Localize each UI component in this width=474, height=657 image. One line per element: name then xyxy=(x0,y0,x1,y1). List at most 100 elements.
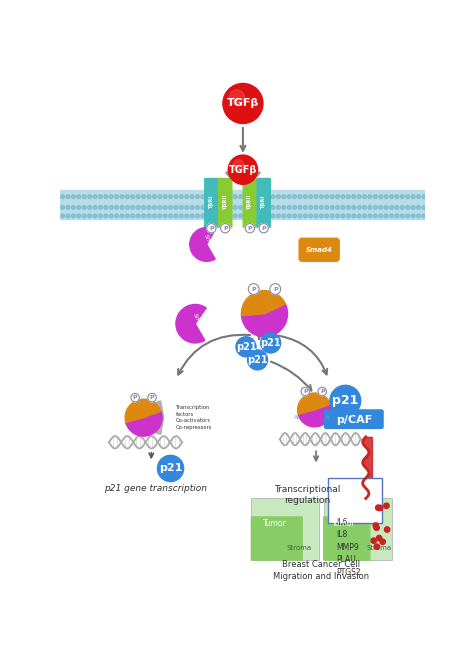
Circle shape xyxy=(93,194,97,198)
Circle shape xyxy=(82,194,86,198)
Circle shape xyxy=(206,194,210,198)
Circle shape xyxy=(115,194,118,198)
Circle shape xyxy=(298,214,302,218)
Circle shape xyxy=(325,206,329,210)
Circle shape xyxy=(109,214,113,218)
Circle shape xyxy=(384,214,388,218)
Circle shape xyxy=(104,194,108,198)
Circle shape xyxy=(255,206,259,210)
Text: Tumor: Tumor xyxy=(263,518,287,528)
Text: p21: p21 xyxy=(159,463,182,474)
Text: P: P xyxy=(303,389,308,394)
Circle shape xyxy=(206,206,210,210)
Text: IL6
IL8
MMP9
PLAU
PTGS2: IL6 IL8 MMP9 PLAU PTGS2 xyxy=(336,518,361,577)
Circle shape xyxy=(196,194,200,198)
Circle shape xyxy=(153,214,156,218)
Circle shape xyxy=(222,194,227,198)
Circle shape xyxy=(61,206,64,210)
Circle shape xyxy=(229,90,245,105)
Text: Smad3: Smad3 xyxy=(203,233,217,256)
Circle shape xyxy=(131,194,135,198)
FancyBboxPatch shape xyxy=(324,517,370,560)
Circle shape xyxy=(174,194,178,198)
Circle shape xyxy=(260,214,264,218)
Circle shape xyxy=(163,194,167,198)
Wedge shape xyxy=(298,393,330,415)
Wedge shape xyxy=(298,404,331,427)
Circle shape xyxy=(142,214,146,218)
Circle shape xyxy=(179,214,183,218)
Wedge shape xyxy=(125,399,161,422)
Circle shape xyxy=(346,194,350,198)
Circle shape xyxy=(265,206,270,210)
Text: P: P xyxy=(261,226,266,231)
Circle shape xyxy=(190,214,194,218)
Text: TβRII: TβRII xyxy=(223,195,228,210)
Wedge shape xyxy=(126,411,162,436)
Circle shape xyxy=(314,214,318,218)
Wedge shape xyxy=(176,304,206,343)
Circle shape xyxy=(245,223,255,233)
Circle shape xyxy=(374,525,379,530)
Circle shape xyxy=(417,206,420,210)
Circle shape xyxy=(77,194,81,198)
Circle shape xyxy=(131,394,139,402)
Circle shape xyxy=(185,214,189,218)
Circle shape xyxy=(217,206,221,210)
Circle shape xyxy=(157,455,183,482)
Circle shape xyxy=(298,194,302,198)
Circle shape xyxy=(341,214,345,218)
Circle shape xyxy=(303,206,307,210)
Circle shape xyxy=(88,206,91,210)
Circle shape xyxy=(72,214,75,218)
Circle shape xyxy=(120,214,124,218)
Text: P: P xyxy=(133,395,137,400)
Circle shape xyxy=(292,194,296,198)
Text: Smad3: Smad3 xyxy=(192,313,206,334)
Circle shape xyxy=(352,214,356,218)
Circle shape xyxy=(401,194,404,198)
Circle shape xyxy=(259,223,268,233)
Circle shape xyxy=(309,214,313,218)
Circle shape xyxy=(384,206,388,210)
Circle shape xyxy=(179,206,183,210)
Circle shape xyxy=(206,214,210,218)
Circle shape xyxy=(115,206,118,210)
Circle shape xyxy=(148,394,156,402)
Circle shape xyxy=(212,206,216,210)
Circle shape xyxy=(99,206,102,210)
Circle shape xyxy=(158,206,162,210)
Circle shape xyxy=(190,194,194,198)
Circle shape xyxy=(120,206,124,210)
Circle shape xyxy=(201,214,205,218)
Circle shape xyxy=(318,387,327,396)
Circle shape xyxy=(319,214,323,218)
Circle shape xyxy=(346,206,350,210)
Circle shape xyxy=(271,194,275,198)
Circle shape xyxy=(99,194,102,198)
Wedge shape xyxy=(146,401,164,434)
Circle shape xyxy=(207,223,216,233)
Circle shape xyxy=(384,527,390,532)
Circle shape xyxy=(374,206,377,210)
Circle shape xyxy=(406,194,410,198)
Circle shape xyxy=(66,206,70,210)
Circle shape xyxy=(99,214,102,218)
Circle shape xyxy=(153,206,156,210)
Circle shape xyxy=(390,206,393,210)
Circle shape xyxy=(158,214,162,218)
Circle shape xyxy=(233,214,237,218)
Circle shape xyxy=(314,206,318,210)
Text: p21: p21 xyxy=(236,342,256,351)
Circle shape xyxy=(239,214,243,218)
Circle shape xyxy=(174,214,178,218)
Circle shape xyxy=(88,194,91,198)
Circle shape xyxy=(233,160,244,171)
Circle shape xyxy=(292,206,296,210)
Circle shape xyxy=(379,214,383,218)
Wedge shape xyxy=(241,304,288,337)
Text: p21: p21 xyxy=(332,394,358,407)
Circle shape xyxy=(411,214,415,218)
Circle shape xyxy=(374,544,380,549)
Circle shape xyxy=(411,194,415,198)
